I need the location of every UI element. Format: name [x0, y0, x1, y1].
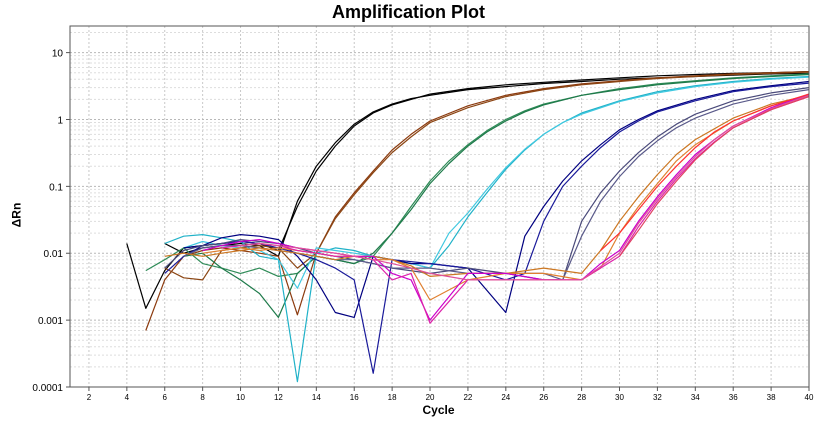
x-tick-label: 10 [236, 393, 245, 402]
x-tick-label: 38 [767, 393, 776, 402]
x-tick-label: 12 [274, 393, 283, 402]
x-tick-label: 4 [125, 393, 130, 402]
axis-ticks: 2 4 6 8 10 12 14 16 18 20 22 24 26 28 30 32 34 36 38 401010… [32, 49, 814, 402]
series-line [183, 73, 810, 318]
x-tick-label: 6 [163, 393, 168, 402]
x-tick-label: 22 [463, 393, 472, 402]
y-tick-label: 0.001 [38, 316, 63, 327]
x-tick-label: 40 [805, 393, 814, 402]
x-tick-label: 18 [388, 393, 397, 402]
x-tick-label: 32 [653, 393, 662, 402]
series-line [221, 96, 810, 324]
series-line [202, 96, 810, 301]
x-tick-label: 30 [615, 393, 624, 402]
series-line [183, 89, 810, 281]
y-tick-label: 0.0001 [32, 383, 63, 394]
series-line [600, 93, 810, 251]
series-line [164, 82, 810, 374]
series-line [619, 96, 810, 257]
chart-title: Amplification Plot [332, 2, 485, 22]
x-tick-label: 28 [577, 393, 586, 402]
x-tick-label: 14 [312, 393, 321, 402]
y-tick-label: 10 [52, 49, 64, 60]
x-axis-label: Cycle [422, 403, 455, 417]
x-tick-label: 20 [426, 393, 435, 402]
y-tick-label: 0.01 [44, 249, 64, 260]
y-tick-label: 1 [57, 115, 63, 126]
series-line [145, 73, 810, 277]
plot-frame [69, 25, 810, 388]
x-tick-label: 16 [350, 393, 359, 402]
series-lines [126, 71, 810, 383]
x-tick-label: 26 [539, 393, 548, 402]
series-line [240, 94, 810, 281]
x-tick-label: 34 [691, 393, 700, 402]
y-tick-label: 0.1 [49, 182, 63, 193]
series-line [202, 93, 810, 321]
x-tick-label: 24 [501, 393, 510, 402]
x-tick-label: 2 [87, 393, 92, 402]
series-line [145, 71, 810, 331]
series-line [183, 76, 810, 289]
x-tick-label: 36 [729, 393, 738, 402]
series-line [183, 80, 810, 318]
x-tick-label: 8 [200, 393, 205, 402]
